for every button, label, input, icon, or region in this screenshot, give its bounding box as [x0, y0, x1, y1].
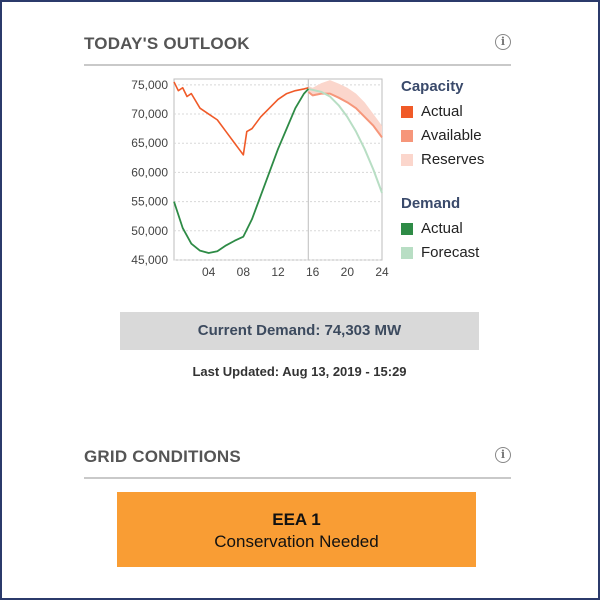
legend-label: Actual	[421, 220, 463, 237]
legend-swatch	[401, 106, 413, 118]
outlook-title: TODAY'S OUTLOOK	[84, 34, 250, 53]
y-tick-label: 75,000	[131, 78, 168, 92]
legend-label: Actual	[421, 103, 463, 120]
condition-level: EEA 1	[272, 510, 321, 529]
grid-conditions-header: GRID CONDITIONS i	[84, 447, 511, 479]
y-tick-label: 45,000	[131, 253, 168, 267]
legend-item-demand-forecast: Forecast	[401, 242, 479, 266]
grid-conditions-title: GRID CONDITIONS	[84, 447, 241, 466]
legend-item-demand-actual: Actual	[401, 218, 463, 242]
legend-label: Available	[421, 127, 482, 144]
reserves-band	[308, 80, 382, 138]
legend-swatch	[401, 130, 413, 142]
x-tick-label: 20	[341, 265, 355, 279]
legend-item-capacity-actual: Actual	[401, 101, 464, 125]
condition-message: Conservation Needed	[214, 532, 379, 551]
x-tick-label: 12	[271, 265, 285, 279]
legend-label: Forecast	[421, 244, 480, 261]
demand-actual-line	[173, 88, 309, 254]
grid-condition-box: EEA 1 Conservation Needed	[117, 492, 476, 567]
legend-demand: Demand Actual Forecast	[401, 195, 479, 266]
y-tick-label: 70,000	[131, 107, 168, 121]
legend-item-capacity-available: Available	[401, 125, 482, 149]
legend-capacity: Capacity Actual Available Reserves	[401, 78, 484, 173]
legend-item-capacity-reserves: Reserves	[401, 149, 484, 173]
y-tick-label: 60,000	[131, 165, 168, 179]
outlook-header: TODAY'S OUTLOOK i	[84, 34, 511, 66]
legend-label: Reserves	[421, 151, 485, 168]
x-tick-label: 08	[237, 265, 251, 279]
current-demand-box: Current Demand: 74,303 MW	[120, 312, 479, 350]
demand-forecast-line	[308, 87, 383, 194]
legend-capacity-title: Capacity	[401, 78, 464, 95]
info-icon[interactable]: i	[495, 447, 511, 463]
plot-area	[173, 78, 383, 261]
last-updated: Last Updated: Aug 13, 2019 - 15:29	[192, 364, 407, 379]
legend-swatch	[401, 154, 413, 166]
legend-swatch	[401, 247, 413, 259]
outlook-chart: 45,000 50,000 55,000 60,000 65,000 70,000 75,0…	[131, 78, 389, 279]
info-icon[interactable]: i	[495, 34, 511, 50]
x-tick-label: 04	[202, 265, 216, 279]
x-tick-label: 16	[306, 265, 320, 279]
x-tick-label: 24	[375, 265, 389, 279]
y-tick-label: 65,000	[131, 136, 168, 150]
capacity-actual-line	[173, 81, 309, 156]
y-tick-label: 50,000	[131, 224, 168, 238]
y-tick-label: 55,000	[131, 195, 168, 209]
legend-swatch	[401, 223, 413, 235]
capacity-available-line	[307, 91, 383, 138]
legend-demand-title: Demand	[401, 195, 461, 212]
